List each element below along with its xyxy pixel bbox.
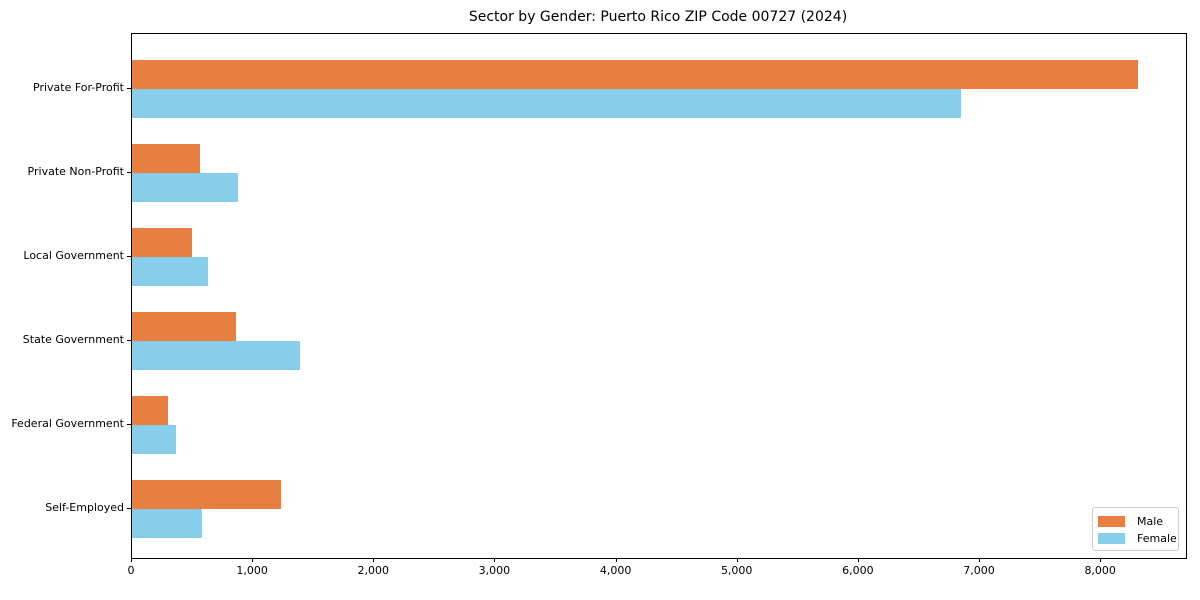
xtick-mark bbox=[979, 558, 980, 562]
xtick-mark bbox=[373, 558, 375, 562]
xtick-mark bbox=[736, 558, 738, 562]
bar-female-federal-government bbox=[132, 425, 177, 454]
ytick-label: State Government bbox=[22, 333, 124, 346]
ytick-label: Local Government bbox=[23, 249, 124, 262]
xtick-mark bbox=[1100, 558, 1102, 562]
ytick-mark bbox=[127, 256, 131, 257]
xtick-mark bbox=[494, 558, 496, 562]
bar-male-local-government bbox=[132, 228, 192, 257]
xtick-label: 0 bbox=[127, 564, 135, 577]
xtick-mark bbox=[131, 558, 132, 562]
bar-male-private-non-profit bbox=[132, 144, 200, 173]
ytick-mark bbox=[127, 340, 131, 341]
ytick-label: Private Non-Profit bbox=[27, 165, 124, 178]
ytick-mark bbox=[127, 172, 131, 173]
legend-label: Male bbox=[1137, 515, 1164, 528]
ytick-mark bbox=[127, 424, 131, 425]
ytick-label: Private For-Profit bbox=[33, 81, 124, 94]
xtick-mark bbox=[615, 558, 617, 562]
bar-female-local-government bbox=[132, 257, 209, 286]
xtick-label: 5,000 bbox=[720, 564, 753, 577]
xtick-label: 4,000 bbox=[599, 564, 632, 577]
ytick-label: Self-Employed bbox=[45, 501, 124, 514]
bar-male-private-for-profit bbox=[132, 60, 1138, 89]
bar-female-state-government bbox=[132, 341, 301, 370]
legend-swatch-female bbox=[1098, 533, 1125, 544]
bar-male-self-employed bbox=[132, 480, 281, 509]
xtick-label: 1,000 bbox=[236, 564, 268, 577]
legend-entry-male: Male bbox=[1098, 513, 1178, 530]
xtick-label: 3,000 bbox=[478, 564, 511, 577]
ytick-mark bbox=[127, 88, 131, 89]
xtick-label: 2,000 bbox=[357, 564, 390, 577]
xtick-label: 7,000 bbox=[963, 564, 995, 577]
bar-female-self-employed bbox=[132, 509, 203, 538]
xtick-mark bbox=[252, 558, 254, 562]
legend-entry-female: Female bbox=[1098, 530, 1178, 547]
legend-label: Female bbox=[1137, 532, 1177, 545]
xtick-mark bbox=[857, 558, 859, 562]
ytick-mark bbox=[127, 508, 131, 509]
xtick-label: 8,000 bbox=[1084, 564, 1116, 577]
bar-female-private-for-profit bbox=[132, 89, 961, 118]
bar-male-federal-government bbox=[132, 396, 169, 425]
chart-title: Sector by Gender: Puerto Rico ZIP Code 0… bbox=[468, 9, 848, 25]
bar-female-private-non-profit bbox=[132, 173, 238, 202]
legend: Male Female bbox=[1092, 507, 1179, 551]
xtick-label: 6,000 bbox=[842, 564, 874, 577]
ytick-label: Federal Government bbox=[11, 417, 124, 430]
legend-swatch-male bbox=[1098, 516, 1125, 527]
plot-area bbox=[131, 33, 1187, 559]
bar-male-state-government bbox=[132, 312, 237, 341]
